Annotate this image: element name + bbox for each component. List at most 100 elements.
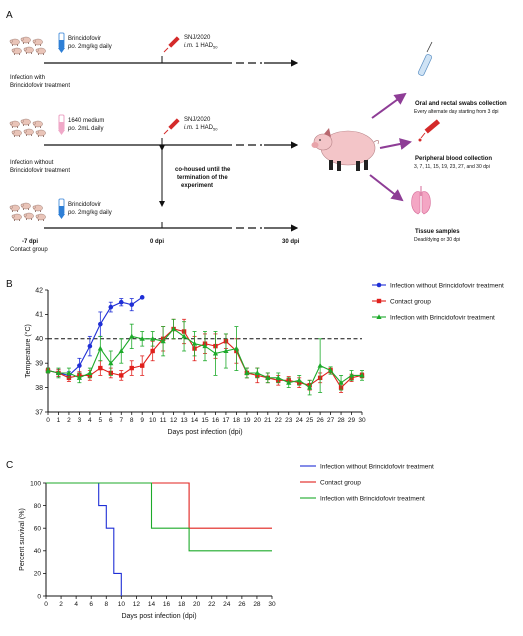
pig-herd-icon <box>10 37 46 55</box>
x-tick-label: 10 <box>118 601 126 608</box>
data-point <box>223 348 229 353</box>
row2-dose: po. 2mL daily <box>67 126 103 132</box>
legend-label: Contact group <box>320 479 361 486</box>
x-tick-label: 6 <box>109 417 113 424</box>
svg-text:experiment: experiment <box>181 183 213 189</box>
legend-label: Infection with Brincidofovir treatment <box>320 495 425 502</box>
x-tick-label: 22 <box>208 601 216 608</box>
svg-text:Brincidofovir treatment: Brincidofovir treatment <box>10 83 70 89</box>
sample-blood-title: Peripheral blood collection <box>415 156 492 162</box>
data-point <box>118 348 124 353</box>
syringe-icon <box>163 36 180 53</box>
legend-label: Infection with Brincidofovir treatment <box>390 314 495 321</box>
y-tick-label: 100 <box>30 480 41 487</box>
data-point <box>98 321 103 327</box>
y-tick-label: 41 <box>35 312 43 319</box>
arrow-swabs <box>371 92 407 119</box>
x-tick-label: 4 <box>74 601 78 608</box>
x-tick-label: 20 <box>254 417 262 424</box>
data-point <box>150 348 155 354</box>
row1-virus-dose: i.m. 1 HAD50 <box>184 43 218 50</box>
x-tick-label: 13 <box>180 417 188 424</box>
medium-tube-icon <box>58 114 65 135</box>
x-tick-label: 15 <box>201 417 209 424</box>
data-point <box>45 367 51 373</box>
data-point <box>233 345 239 351</box>
series <box>45 318 365 396</box>
pig-herd-icon <box>10 119 46 137</box>
panel-a-label: A <box>6 10 13 21</box>
x-tick-label: 10 <box>149 417 157 424</box>
panel-b-label: B <box>6 279 13 290</box>
data-point <box>98 365 103 371</box>
data-point <box>139 295 145 300</box>
lungs-icon <box>411 186 431 215</box>
data-point <box>376 298 382 304</box>
legend-label: Infection without Brincidofovir treatmen… <box>320 463 434 470</box>
y-axis-label: Temperature (°C) <box>24 324 32 378</box>
data-point <box>181 333 187 339</box>
x-tick-label: 0 <box>46 417 50 424</box>
data-point <box>171 326 177 332</box>
x-tick-label: 5 <box>99 417 103 424</box>
y-tick-label: 0 <box>37 593 41 600</box>
x-tick-label: 1 <box>57 417 61 424</box>
row3-group: Contact group <box>10 247 48 253</box>
x-tick-label: 17 <box>222 417 230 424</box>
data-point <box>55 370 62 375</box>
data-point <box>87 343 93 349</box>
data-point <box>307 384 313 390</box>
data-point <box>212 350 219 356</box>
x-tick-label: 29 <box>348 417 356 424</box>
medicine-tube-icon <box>58 198 65 219</box>
x-tick-label: 25 <box>306 417 314 424</box>
x-tick-label: 18 <box>233 417 241 424</box>
data-point <box>108 360 114 366</box>
data-point <box>77 363 82 368</box>
blood-syringe-icon <box>418 119 441 142</box>
y-axis-label: Percent survival (%) <box>19 508 26 571</box>
data-point <box>108 304 114 310</box>
data-point <box>244 370 250 375</box>
x-tick-label: 27 <box>327 417 335 424</box>
data-point <box>87 370 93 375</box>
data-point <box>118 299 124 305</box>
survival-curve <box>46 482 272 552</box>
y-tick-label: 40 <box>35 336 43 343</box>
pig-icon <box>311 128 379 171</box>
panel-c-label: C <box>6 460 13 471</box>
y-tick-label: 20 <box>34 571 42 578</box>
row3-drug: Brincidofovir <box>68 202 101 208</box>
data-point <box>129 333 135 339</box>
medicine-tube-icon <box>58 32 65 53</box>
pig-herd-icon <box>10 203 46 221</box>
y-tick-label: 38 <box>35 385 43 392</box>
row2-virus: SNJ/2020 <box>184 117 211 123</box>
x-tick-label: 19 <box>243 417 251 424</box>
cohoused-label: co-housed until the <box>175 167 231 173</box>
sample-tissue-title: Tissue samples <box>415 229 460 235</box>
syringe-icon <box>163 118 180 135</box>
data-point <box>119 373 124 378</box>
x-tick-label: 26 <box>317 417 325 424</box>
x-tick-label: 26 <box>238 601 246 608</box>
x-tick-label: 24 <box>223 601 231 608</box>
x-tick-label: 14 <box>148 601 156 608</box>
legend-label: Contact group <box>390 298 431 305</box>
y-tick-label: 37 <box>35 409 43 416</box>
row2-group: Infection without <box>10 160 54 166</box>
sample-swabs-title: Oral and rectal swabs collection <box>415 101 507 107</box>
data-point <box>202 343 208 349</box>
x-tick-label: 12 <box>133 601 141 608</box>
x-tick-label: 4 <box>88 417 92 424</box>
row3-dose: po. 2mg/kg daily <box>67 210 112 216</box>
data-point <box>66 370 72 375</box>
x-tick-label: 23 <box>285 417 293 424</box>
x-tick-label: 16 <box>212 417 220 424</box>
x-axis-label: Days post infection (dpi) <box>167 429 242 436</box>
x-tick-label: 6 <box>89 601 93 608</box>
data-point <box>338 379 344 385</box>
data-point <box>265 375 271 380</box>
row1-virus: SNJ/2020 <box>184 35 211 41</box>
x-tick-label: 9 <box>140 417 144 424</box>
